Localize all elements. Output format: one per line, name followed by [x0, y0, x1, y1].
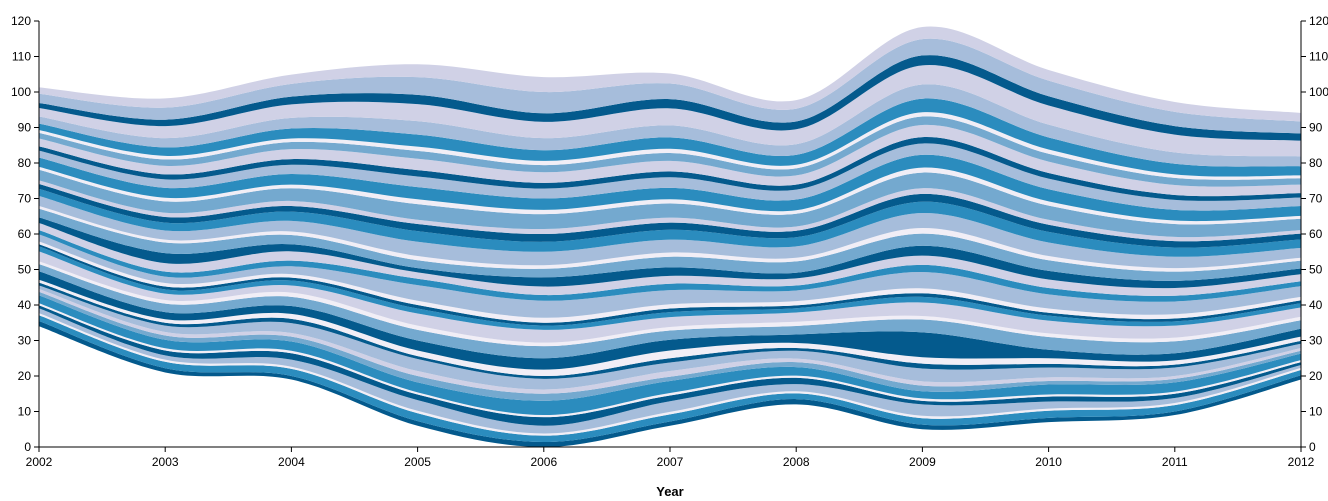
x-tick-label: 2005 [404, 455, 431, 469]
y-tick-label-left: 60 [18, 227, 32, 241]
stream-layer-9 [39, 289, 1301, 394]
stream-layer-37 [39, 112, 1301, 180]
x-tick-label: 2007 [657, 455, 684, 469]
stream-layer-39 [39, 84, 1301, 167]
y-tick-label-right: 100 [1309, 85, 1328, 99]
y-tick-label-right: 20 [1309, 369, 1323, 383]
x-tick-label: 2004 [278, 455, 305, 469]
stream-layer-28 [39, 183, 1301, 248]
y-tick-label-right: 60 [1309, 227, 1323, 241]
y-tick-label-left: 10 [18, 405, 32, 419]
y-tick-label-left: 100 [11, 85, 31, 99]
stream-layer-7 [39, 295, 1301, 416]
y-tick-label-right: 120 [1309, 14, 1328, 28]
x-tick-label: 2002 [26, 455, 53, 469]
stream-layer-24 [39, 208, 1301, 281]
stream-layer-32 [39, 154, 1301, 222]
y-tick-label-right: 40 [1309, 298, 1323, 312]
stream-layer-13 [39, 271, 1301, 370]
x-tick-label: 2012 [1288, 455, 1315, 469]
stream-layer-35 [39, 124, 1301, 197]
stream-layer-19 [39, 241, 1301, 323]
y-tick-label-left: 20 [18, 369, 32, 383]
stream-layer-10 [39, 285, 1301, 390]
stream-layer-33 [39, 143, 1301, 211]
y-tick-label-left: 70 [18, 192, 32, 206]
y-tick-label-left: 90 [18, 121, 32, 135]
stream-layer-36 [39, 116, 1301, 187]
stream-layer-4 [39, 308, 1301, 434]
y-tick-label-left: 50 [18, 263, 32, 277]
stream-layer-26 [39, 196, 1301, 269]
stream-layer-20 [39, 234, 1301, 318]
x-axis-title: Year [656, 484, 683, 499]
y-tick-label-left: 0 [24, 440, 31, 454]
chart-axes: 0 0 10 10 20 20 30 30 40 40 50 50 60 60 70 70 80 80 90 90 10… [11, 14, 1328, 469]
stream-layer-40 [39, 65, 1301, 157]
y-tick-label-right: 80 [1309, 156, 1323, 170]
stream-layer-18 [39, 244, 1301, 326]
stream-layer-6 [39, 303, 1301, 418]
stream-layer-11 [39, 282, 1301, 379]
y-tick-label-left: 30 [18, 334, 32, 348]
stream-layers [39, 26, 1301, 447]
x-tick-label: 2003 [152, 455, 179, 469]
x-tick-label: 2011 [1162, 455, 1188, 469]
y-tick-label-right: 70 [1309, 192, 1323, 206]
x-tick-label: 2010 [1035, 455, 1062, 469]
stream-layer-23 [39, 217, 1301, 289]
stream-layer-16 [39, 251, 1301, 343]
y-tick-label-left: 110 [12, 50, 31, 64]
stream-layer-8 [39, 291, 1301, 401]
stream-layer-2 [39, 315, 1301, 443]
stream-layer-15 [39, 261, 1301, 347]
stream-layer-41 [39, 55, 1301, 141]
y-tick-label-left: 120 [11, 14, 31, 28]
x-tick-label: 2006 [530, 455, 557, 469]
stream-layer-42 [39, 38, 1301, 134]
stream-layer-22 [39, 223, 1301, 296]
y-tick-label-right: 50 [1309, 263, 1323, 277]
stream-layer-30 [39, 169, 1301, 238]
y-tick-label-left: 40 [18, 298, 32, 312]
x-tick-label: 2008 [783, 455, 810, 469]
stream-layer-1 [39, 320, 1301, 447]
stream-layer-43 [39, 26, 1301, 122]
stream-layer-34 [39, 136, 1301, 201]
stream-layer-21 [39, 230, 1301, 302]
stream-layer-27 [39, 188, 1301, 257]
y-tick-label-right: 0 [1309, 440, 1316, 454]
y-tick-label-right: 90 [1309, 121, 1323, 135]
x-tick-label: 2009 [909, 455, 936, 469]
y-tick-label-right: 10 [1309, 405, 1323, 419]
stream-layer-31 [39, 166, 1301, 225]
stream-layer-14 [39, 264, 1301, 359]
y-tick-label-right: 110 [1309, 50, 1328, 64]
stream-layer-12 [39, 279, 1301, 377]
stream-layer-17 [39, 246, 1301, 330]
y-tick-label-right: 30 [1309, 334, 1323, 348]
stream-layer-38 [39, 98, 1301, 177]
y-tick-label-left: 80 [18, 156, 32, 170]
